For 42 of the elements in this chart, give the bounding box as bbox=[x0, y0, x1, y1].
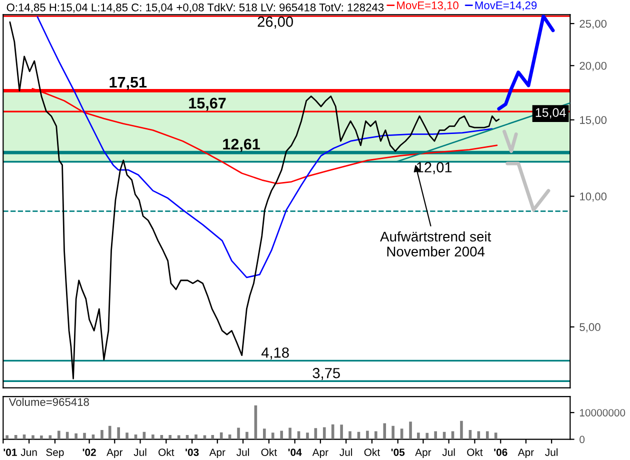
x-tick-label: '04 bbox=[288, 448, 302, 456]
x-tick-label: Apr bbox=[415, 448, 432, 458]
chart-title: Volume=965418 bbox=[8, 398, 89, 406]
x-tick-label: '01 bbox=[4, 448, 17, 456]
x-tick-label: Apr bbox=[312, 448, 328, 458]
x-tick-label: Jul bbox=[442, 448, 455, 456]
x-tick-label: Apr bbox=[518, 448, 534, 458]
y-tick-label: 10,00 bbox=[580, 192, 607, 202]
x-tick-label: Jul bbox=[236, 448, 249, 456]
x-tick-label: Apr bbox=[209, 448, 226, 458]
ref-line-label: 12,61 bbox=[223, 138, 260, 152]
annotation: Aufwärtstrend seit November 2004 bbox=[380, 231, 492, 257]
x-tick-label: '06 bbox=[494, 448, 508, 456]
ref-line-label: 17,51 bbox=[110, 76, 147, 90]
x-tick-label: '03 bbox=[186, 448, 199, 456]
x-tick-label: Okt bbox=[158, 448, 174, 456]
legend-label: MovE=13,10 bbox=[397, 1, 458, 11]
y-tick-label: 10000000 bbox=[580, 409, 626, 416]
annotation: 15,04 bbox=[536, 108, 566, 118]
chart-title: O:14,85 H:15,04 L:14,85 C: 15,04 +0,08 TdkV: 518 LV: 965418 TotV: 128243 bbox=[6, 3, 384, 13]
ref-line-label: 26,00 bbox=[258, 16, 293, 29]
x-tick-label: Jul bbox=[545, 448, 558, 456]
ref-line-label: 15,67 bbox=[189, 98, 226, 111]
y-tick-label: 0 bbox=[580, 436, 585, 444]
legend-label: MovE=14,29 bbox=[475, 1, 537, 11]
y-tick-label: 20,00 bbox=[580, 62, 607, 72]
x-tick-label: Jul bbox=[340, 448, 352, 456]
x-tick-label: '05 bbox=[391, 448, 405, 456]
x-tick-label: '02 bbox=[82, 448, 96, 456]
y-tick-label: 15,00 bbox=[580, 116, 607, 126]
x-tick-label: Okt bbox=[467, 448, 483, 456]
x-tick-label: Jun bbox=[20, 448, 37, 456]
x-tick-label: Jul bbox=[134, 448, 146, 456]
x-tick-label: Okt bbox=[364, 448, 380, 456]
ref-line-label: 3,75 bbox=[312, 368, 340, 380]
x-tick-label: Okt bbox=[261, 448, 277, 456]
ref-line-label: 4,18 bbox=[261, 347, 289, 360]
x-tick-label: Sep bbox=[46, 448, 64, 458]
ref-line-label: 12,01 bbox=[416, 162, 452, 174]
y-tick-label: 25,00 bbox=[580, 20, 607, 30]
x-tick-label: Apr bbox=[106, 448, 123, 458]
y-tick-label: 5,00 bbox=[580, 323, 600, 332]
